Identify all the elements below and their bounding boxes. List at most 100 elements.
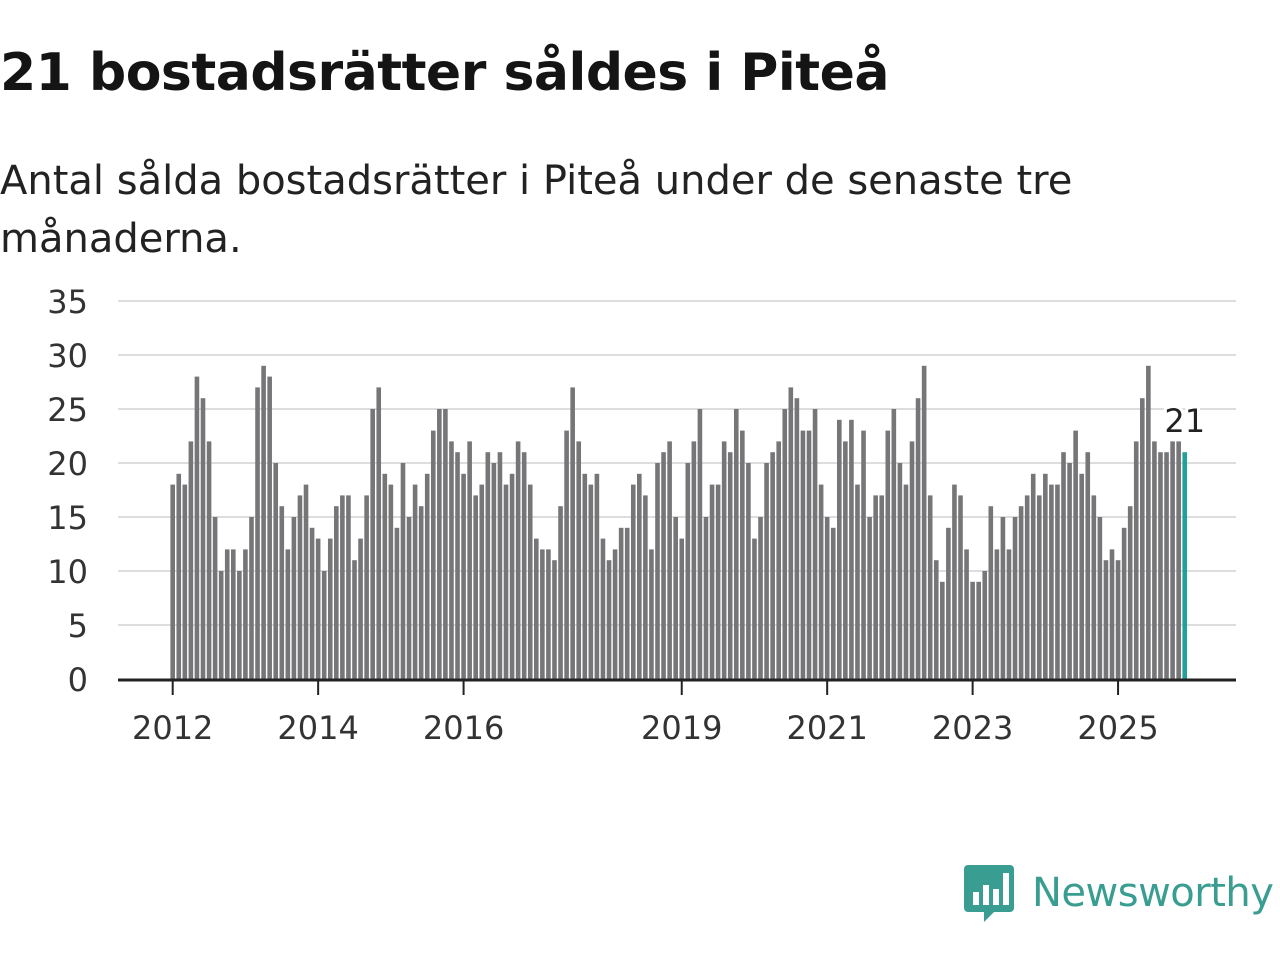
bar [1170,441,1175,679]
bar [582,473,588,679]
bar [437,409,442,679]
bar [721,441,727,679]
bar [958,495,963,679]
bar [473,495,478,679]
bar [861,430,866,679]
bar [637,473,642,679]
bar [206,441,212,679]
bar-latest [1182,452,1188,679]
bar [873,495,878,679]
bar [830,527,836,679]
bar [727,452,733,679]
bar [546,549,551,679]
bar [327,538,333,679]
bar [285,549,291,679]
bar [194,376,200,679]
bar [679,538,685,679]
bar [788,387,794,679]
bar [449,441,454,679]
bar [1012,517,1018,679]
bar [552,560,557,679]
bar [497,452,503,679]
bar [1152,441,1157,679]
bar [891,409,897,679]
bar [455,452,460,679]
bars [170,365,1188,679]
bar [606,560,612,679]
bar [782,409,788,679]
bar [770,452,775,679]
y-tick-label: 25 [47,391,88,429]
bar [297,495,303,679]
bar [855,484,860,679]
bar [800,430,806,679]
y-axis-ticks: 0 5 10 15 20 25 30 35 [47,283,88,699]
y-tick-label: 15 [47,499,88,537]
x-axis-ticks: 2012 2014 2016 2019 2021 2023 2025 [132,680,1159,740]
bar [443,409,448,679]
bar [388,484,394,679]
bar [461,473,466,679]
bar [1006,549,1012,679]
bar [1043,473,1048,679]
bar [570,387,575,679]
y-tick-label: 10 [47,553,88,591]
bar [1121,527,1127,679]
bar [303,484,309,679]
bar [946,527,951,679]
y-tick-label: 35 [47,283,88,321]
latest-value-label: 21 [1164,402,1205,440]
bar [467,441,472,679]
bar [624,527,630,679]
bar [485,452,491,679]
bar [1061,452,1066,679]
bar [1091,495,1097,679]
bar [1030,473,1036,679]
bar [897,463,903,679]
bar [1158,452,1163,679]
bar [540,549,545,679]
bar [1109,549,1115,679]
bar [806,430,812,679]
bar [612,549,618,679]
bar [921,365,927,679]
bar [879,495,885,679]
bar [1085,452,1091,679]
bar [1097,517,1103,679]
bar [1024,495,1030,679]
bar [182,484,188,679]
bar [188,441,194,679]
bar [909,441,915,679]
bar [237,571,242,679]
brand-name: Newsworthy [1032,870,1274,916]
bar [952,484,957,679]
bar [249,517,254,679]
bar [649,549,654,679]
bar [515,441,521,679]
x-tick-label: 2014 [277,709,358,740]
bar [776,441,781,679]
bar [340,495,345,679]
bar [364,495,369,679]
bar [843,441,848,679]
bar [867,517,872,679]
bar [255,387,260,679]
bar [1164,452,1169,679]
bar [273,463,279,679]
bar [261,365,266,679]
bar [1115,560,1121,679]
bar [1018,506,1024,679]
bar [970,581,975,679]
bar [812,409,818,679]
bar [824,517,830,679]
bar [1127,506,1133,679]
bar [964,549,969,679]
bar [170,484,175,679]
bar [370,409,375,679]
bar [643,495,648,679]
chart-subtitle: Antal sålda bostadsrätter i Piteå under … [0,158,1073,262]
bar [709,484,715,679]
y-tick-label: 30 [47,337,88,375]
bar [940,581,945,679]
x-tick-label: 2012 [132,709,213,740]
